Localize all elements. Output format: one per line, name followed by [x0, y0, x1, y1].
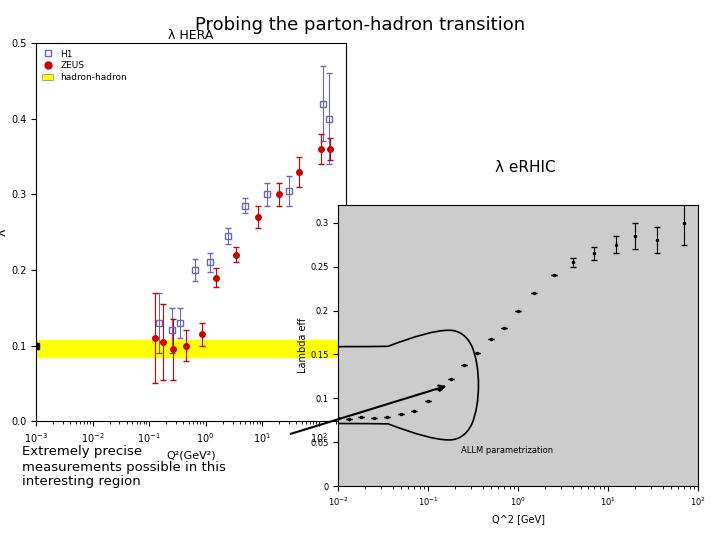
- Y-axis label: λ: λ: [0, 228, 8, 236]
- Y-axis label: Lambda eff: Lambda eff: [297, 318, 307, 373]
- Text: Extremely precise
measurements possible in this
interesting region: Extremely precise measurements possible …: [22, 446, 225, 489]
- Text: ALLM parametrization: ALLM parametrization: [461, 446, 553, 455]
- X-axis label: Q^2 [GeV]: Q^2 [GeV]: [492, 514, 545, 524]
- Text: Probing the parton-hadron transition: Probing the parton-hadron transition: [195, 16, 525, 34]
- Legend: H1, ZEUS, hadron-hadron: H1, ZEUS, hadron-hadron: [40, 48, 129, 84]
- X-axis label: Q²(GeV²): Q²(GeV²): [166, 450, 215, 460]
- Title: λ HERA: λ HERA: [168, 29, 214, 42]
- Text: λ eRHIC: λ eRHIC: [495, 160, 556, 176]
- Bar: [36, 340, 346, 357]
